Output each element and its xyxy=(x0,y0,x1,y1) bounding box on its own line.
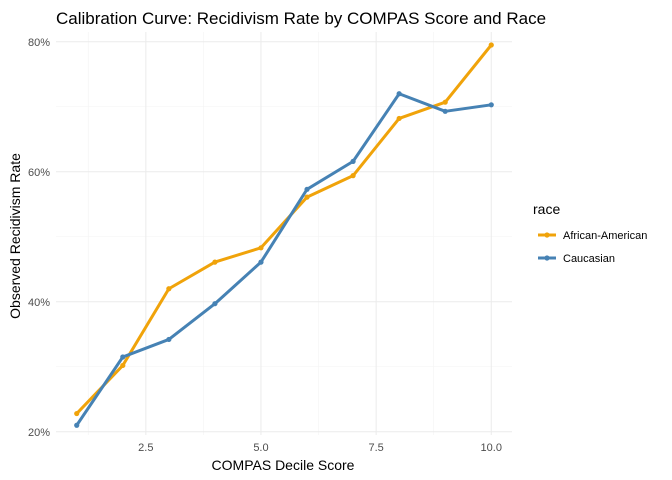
legend-label-caucasian: Caucasian xyxy=(563,253,615,265)
legend-key-point-african-american xyxy=(544,232,550,238)
data-point-african-american xyxy=(166,286,172,292)
data-point-caucasian xyxy=(120,354,126,360)
data-point-african-american xyxy=(258,245,264,251)
series-line-african-american xyxy=(75,43,493,416)
data-point-african-american xyxy=(304,194,310,200)
y-tick-label: 40% xyxy=(28,297,50,309)
data-point-african-american xyxy=(488,42,494,48)
data-point-african-american xyxy=(120,362,126,369)
y-tick-label: 60% xyxy=(28,167,50,179)
series-lines xyxy=(74,42,494,428)
legend-label-african-american: African-American xyxy=(563,230,647,242)
data-point-caucasian xyxy=(258,259,264,265)
data-point-african-american xyxy=(74,410,80,417)
y-tick-label: 80% xyxy=(28,37,50,49)
plot-grid xyxy=(56,32,512,435)
data-point-caucasian xyxy=(488,102,494,108)
x-axis-tick-labels: 2.5 5.0 7.5 10.0 xyxy=(138,442,502,454)
legend: race African-American Caucasian xyxy=(533,201,647,265)
data-point-caucasian xyxy=(166,336,172,343)
x-tick-label: 7.5 xyxy=(368,442,383,454)
series-line-caucasian xyxy=(75,92,493,427)
legend-key-point-caucasian xyxy=(544,255,550,261)
x-tick-label: 5.0 xyxy=(253,442,268,454)
data-point-african-american xyxy=(396,115,402,122)
data-point-caucasian xyxy=(396,91,402,97)
data-point-caucasian xyxy=(350,158,356,164)
data-point-african-american xyxy=(212,259,218,265)
chart-title: Calibration Curve: Recidivism Rate by CO… xyxy=(56,9,546,28)
legend-title: race xyxy=(533,201,560,217)
data-point-caucasian xyxy=(74,422,80,428)
data-point-african-american xyxy=(442,99,448,105)
y-tick-label: 20% xyxy=(28,427,50,439)
data-point-caucasian xyxy=(304,186,310,192)
y-axis-tick-labels: 20% 40% 60% 80% xyxy=(28,37,50,439)
data-point-caucasian xyxy=(442,108,448,114)
x-tick-label: 2.5 xyxy=(138,442,153,454)
x-tick-label: 10.0 xyxy=(481,442,502,454)
y-axis-title: Observed Recidivism Rate xyxy=(7,153,23,319)
x-axis-title: COMPAS Decile Score xyxy=(212,457,355,473)
data-point-caucasian xyxy=(212,301,218,307)
data-point-african-american xyxy=(350,173,356,179)
